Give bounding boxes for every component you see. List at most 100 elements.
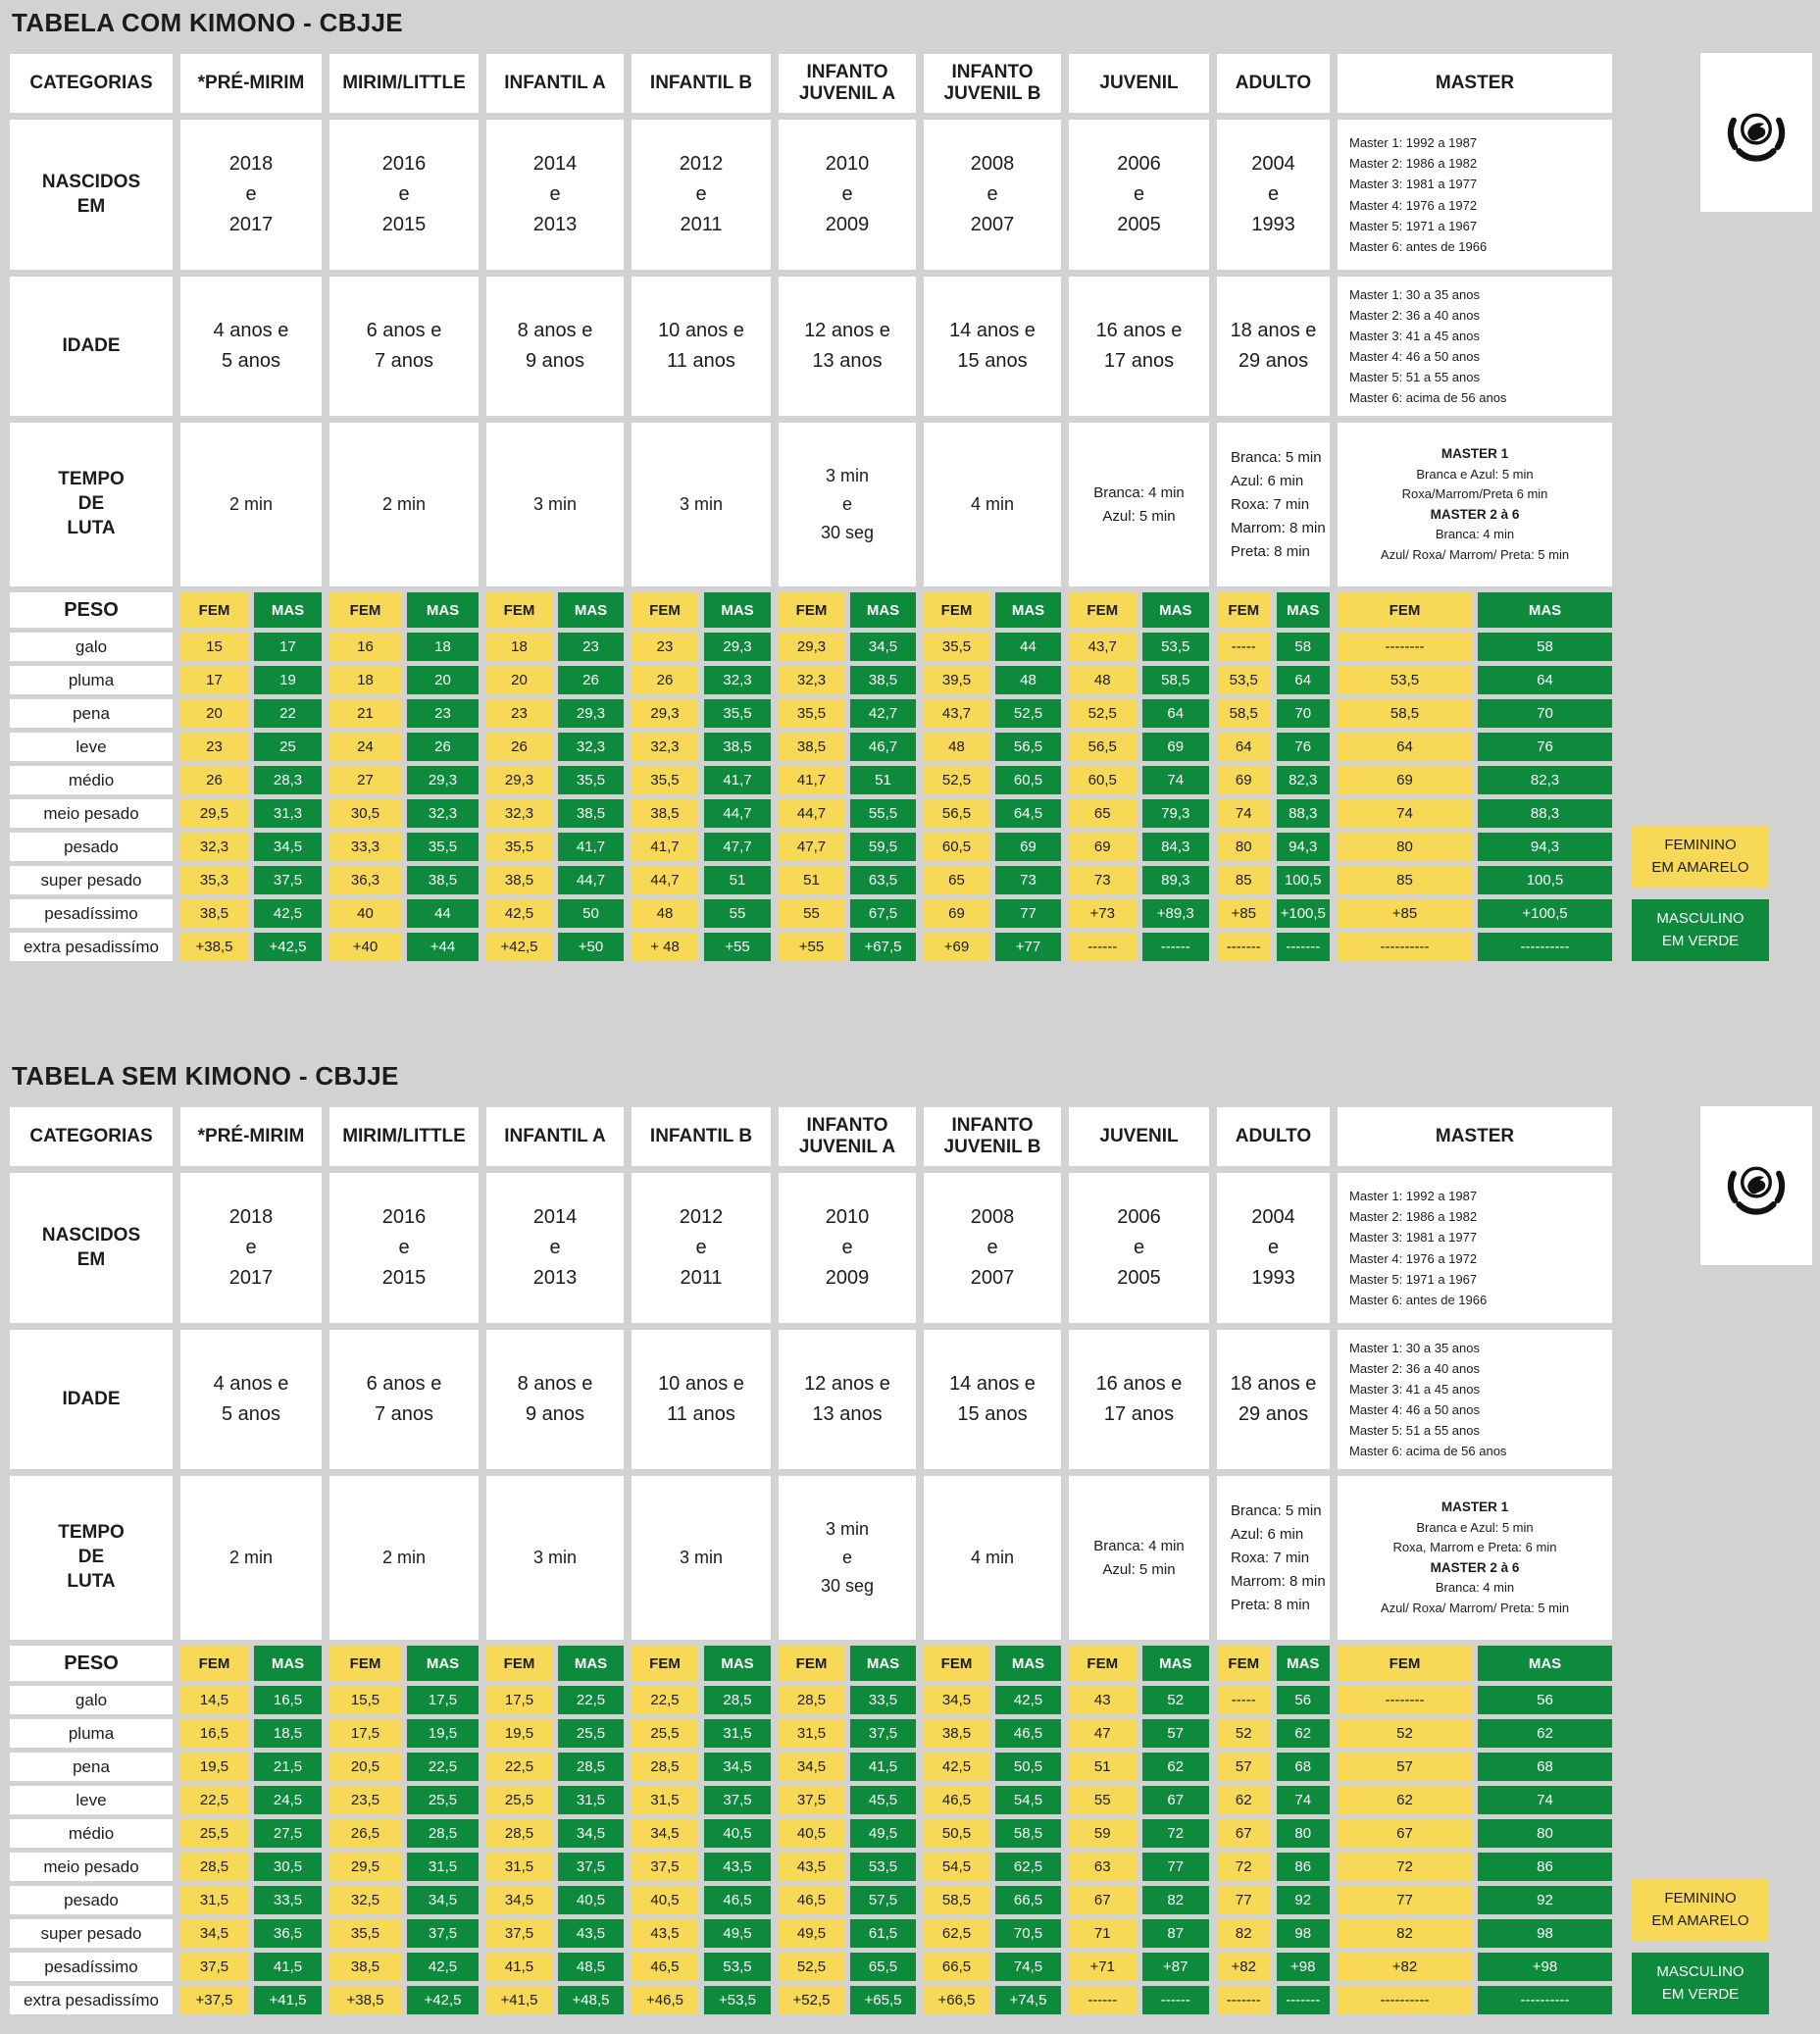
- weight-class-label: extra pesadissímo: [10, 1986, 173, 2014]
- fem-column-header: FEM: [924, 1646, 989, 1681]
- mas-value-cell: 26: [558, 666, 624, 694]
- info-cell: 6 anos e 7 anos: [329, 277, 479, 416]
- info-cell: 2016 e 2015: [329, 120, 479, 270]
- fem-mas-pair: 37,5 45,5: [779, 1786, 916, 1814]
- mas-value-cell: 43,5: [558, 1919, 624, 1948]
- mas-value-cell: +50: [558, 933, 624, 961]
- fem-mas-header-pair: FEM MAS: [180, 1646, 322, 1681]
- mas-value-cell: 92: [1478, 1886, 1612, 1914]
- fem-mas-pair: 20,5 22,5: [329, 1753, 479, 1781]
- fem-mas-pair: 67 82: [1069, 1886, 1209, 1914]
- fem-value-cell: 29,5: [180, 799, 248, 828]
- fem-value-cell: 56,5: [924, 799, 989, 828]
- weight-class-label: leve: [10, 1786, 173, 1814]
- fem-value-cell: +42,5: [486, 933, 552, 961]
- mas-value-cell: 74: [1141, 766, 1209, 794]
- fem-mas-pair: 34,5 42,5: [924, 1686, 1061, 1714]
- mas-value-cell: 64: [1276, 666, 1330, 694]
- categories-grid: CATEGORIAS *PRÉ-MIRIM MIRIM/LITTLE INFANTIL…: [10, 54, 1814, 586]
- mas-column-header: MAS: [254, 592, 322, 628]
- fem-mas-pair: 58,5 70: [1217, 699, 1330, 728]
- mas-value-cell: 74: [1276, 1786, 1330, 1814]
- fem-mas-header-pair: FEM MAS: [486, 1646, 624, 1681]
- fem-mas-pair: 38,5 42,5: [329, 1953, 479, 1981]
- mas-value-cell: -------: [1276, 933, 1330, 961]
- mas-value-cell: 98: [1276, 1919, 1330, 1948]
- fem-value-cell: 26,5: [329, 1819, 401, 1848]
- fem-value-cell: 32,5: [329, 1886, 401, 1914]
- fem-mas-pair: 41,5 48,5: [486, 1953, 624, 1981]
- fem-mas-pair: 65 73: [924, 866, 1061, 894]
- fem-mas-pair: 32,3 38,5: [486, 799, 624, 828]
- weight-class-label: super pesado: [10, 866, 173, 894]
- fem-mas-header-pair: FEM MAS: [329, 1646, 479, 1681]
- fem-value-cell: 62,5: [924, 1919, 989, 1948]
- fem-value-cell: 35,5: [632, 766, 698, 794]
- mas-value-cell: 48: [995, 666, 1061, 694]
- fem-mas-pair: 15 17: [180, 633, 322, 661]
- mas-value-cell: 58,5: [1141, 666, 1209, 694]
- fem-mas-pair: 18 23: [486, 633, 624, 661]
- fem-value-cell: 15: [180, 633, 248, 661]
- mas-column-header: MAS: [704, 1646, 771, 1681]
- mas-value-cell: 35,5: [558, 766, 624, 794]
- fem-mas-pair: 82 98: [1217, 1919, 1330, 1948]
- fem-value-cell: 60,5: [924, 833, 989, 861]
- fem-mas-pair: 56,5 69: [1069, 733, 1209, 761]
- info-cell: 2014 e 2013: [486, 1173, 624, 1323]
- fem-mas-pair: 60,5 74: [1069, 766, 1209, 794]
- category-header: *PRÉ-MIRIM: [180, 1107, 322, 1166]
- fem-mas-pair: +38,5 +42,5: [329, 1986, 479, 2014]
- fem-value-cell: 64: [1217, 733, 1271, 761]
- fem-mas-pair: ----- 56: [1217, 1686, 1330, 1714]
- fem-mas-pair: 26 28,3: [180, 766, 322, 794]
- fem-value-cell: ----------: [1338, 1986, 1472, 2014]
- mas-value-cell: 37,5: [254, 866, 322, 894]
- fem-mas-pair: 48 58,5: [1069, 666, 1209, 694]
- mas-value-cell: 60,5: [995, 766, 1061, 794]
- fem-mas-pair: 85 100,5: [1217, 866, 1330, 894]
- mas-value-cell: 98: [1478, 1919, 1612, 1948]
- fem-value-cell: 51: [1069, 1753, 1137, 1781]
- fem-value-cell: 15,5: [329, 1686, 401, 1714]
- fem-value-cell: 21: [329, 699, 401, 728]
- info-cell: 2012 e 2011: [632, 1173, 771, 1323]
- mas-value-cell: +74,5: [995, 1986, 1061, 2014]
- fem-mas-pair: 50,5 58,5: [924, 1819, 1061, 1848]
- info-cell: 2 min: [329, 423, 479, 586]
- weight-class-label: galo: [10, 1686, 173, 1714]
- categories-label: CATEGORIAS: [10, 54, 173, 113]
- mas-value-cell: 55,5: [850, 799, 916, 828]
- fem-mas-pair: 28,5 30,5: [180, 1853, 322, 1881]
- fem-value-cell: 37,5: [779, 1786, 844, 1814]
- fem-value-cell: 62: [1338, 1786, 1472, 1814]
- mas-value-cell: 53,5: [1141, 633, 1209, 661]
- fem-mas-pair: 69 82,3: [1217, 766, 1330, 794]
- weights-grid: PESO FEM MAS FEM MAS FEM MAS FEM MAS FEM MAS FEM MAS…: [10, 592, 1814, 961]
- fem-value-cell: 74: [1338, 799, 1472, 828]
- mas-value-cell: 44,7: [704, 799, 771, 828]
- fem-mas-pair: 31,5 33,5: [180, 1886, 322, 1914]
- fem-value-cell: 41,7: [632, 833, 698, 861]
- fem-mas-pair: 38,5 42,5: [180, 899, 322, 928]
- fem-column-header: FEM: [779, 592, 844, 628]
- info-cell: 3 min: [486, 1476, 624, 1640]
- info-cell: 2018 e 2017: [180, 1173, 322, 1323]
- fem-mas-pair: 32,3 34,5: [180, 833, 322, 861]
- fem-value-cell: 34,5: [632, 1819, 698, 1848]
- mas-value-cell: +98: [1276, 1953, 1330, 1981]
- fem-mas-pair: 37,5 43,5: [486, 1919, 624, 1948]
- mas-value-cell: 31,5: [558, 1786, 624, 1814]
- tempo-line: MASTER 1: [1441, 1500, 1509, 1515]
- fem-mas-pair: + 48 +55: [632, 933, 771, 961]
- fem-mas-pair: 34,5 41,5: [779, 1753, 916, 1781]
- tempo-line: Azul/ Roxa/ Marrom/ Preta: 5 min: [1380, 546, 1570, 562]
- fem-value-cell: 44,7: [779, 799, 844, 828]
- info-cell: 4 anos e 5 anos: [180, 277, 322, 416]
- tempo-line: Roxa/Marrom/Preta 6 min: [1401, 486, 1548, 502]
- fem-value-cell: 29,5: [329, 1853, 401, 1881]
- legend-masculine: MASCULINO EM VERDE: [1632, 899, 1769, 961]
- mas-value-cell: 66,5: [995, 1886, 1061, 1914]
- fem-mas-pair: -------- 58: [1338, 633, 1612, 661]
- mas-value-cell: +65,5: [850, 1986, 916, 2014]
